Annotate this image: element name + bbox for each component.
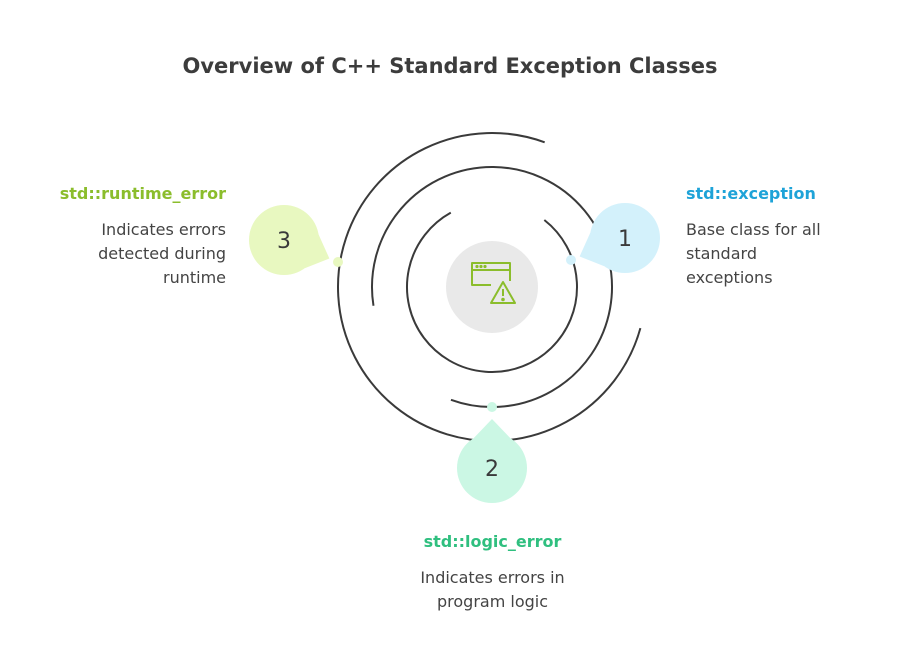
bubble-number: 3 — [277, 229, 291, 254]
description-std-exception: Base class for all standard exceptions — [686, 220, 821, 287]
description-std-logic-error: Indicates errors in program logic — [420, 568, 565, 611]
description-std-runtime-error: Indicates errors detected during runtime — [98, 220, 226, 287]
bubble-number: 2 — [485, 457, 499, 482]
center-circle — [446, 241, 538, 333]
bubble-circle — [249, 205, 319, 275]
label-std-runtime-error: std::runtime_error — [59, 184, 226, 203]
ring-dot-runtime-error — [333, 257, 343, 267]
ring-dot-exception — [566, 255, 576, 265]
bubble-runtime-error: 3 — [249, 205, 343, 275]
bubble-circle — [590, 203, 660, 273]
diagram-title: Overview of C++ Standard Exception Class… — [182, 54, 718, 78]
bubble-exception: 1 — [566, 203, 660, 273]
bubble-logic-error: 2 — [457, 402, 527, 503]
bubble-number: 1 — [618, 227, 632, 252]
ring-dot-logic-error — [487, 402, 497, 412]
inner-ring-arc — [406, 211, 578, 373]
bubble-tail — [473, 419, 511, 439]
label-std-logic-error: std::logic_error — [423, 532, 562, 551]
bubble-circle — [457, 433, 527, 503]
label-std-exception: std::exception — [686, 184, 816, 203]
outer-ring-arc — [337, 132, 642, 442]
browser-window-warning-icon — [471, 262, 516, 304]
middle-ring-arc — [371, 166, 613, 408]
